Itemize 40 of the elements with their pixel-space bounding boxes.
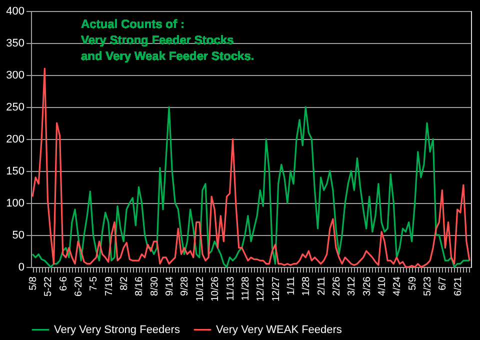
y-tick-label: 400 — [6, 6, 24, 18]
x-tick-label: 3/26 — [362, 276, 373, 296]
x-tick-label: 11/28 — [240, 276, 252, 301]
x-tick-label: 6/7 — [438, 276, 449, 290]
x-tick-label: 8/16 — [134, 276, 146, 296]
x-tick-label: 12/27 — [270, 276, 282, 302]
x-tick-label: 6-6 — [58, 276, 70, 291]
x-tick-label: 4/24 — [392, 276, 404, 296]
x-tick-label: 11/13 — [225, 276, 236, 301]
x-tick-label: 8/30 — [149, 276, 160, 296]
y-tick-label: 150 — [6, 166, 24, 178]
y-tick-label: 250 — [6, 102, 24, 114]
x-tick-label: 7/19 — [104, 276, 115, 296]
legend-label: Very Very WEAK Feeders — [216, 324, 342, 336]
x-tick-label: 8/2 — [119, 276, 130, 290]
y-tick-label: 200 — [6, 134, 24, 146]
y-tick-label: 300 — [6, 70, 24, 82]
x-tick-label: 5-22 — [43, 276, 54, 297]
x-tick-label: 5/9 — [407, 276, 418, 290]
x-tick-label: 4/10 — [376, 276, 388, 296]
x-tick-label: 3/12 — [346, 276, 358, 296]
x-tick-label: 12/12 — [256, 276, 267, 302]
x-tick-label: 9/14 — [164, 276, 176, 296]
x-tick-label: 2/11 — [316, 276, 328, 296]
x-tick-label: 1/11 — [286, 276, 297, 296]
y-tick-label: 100 — [6, 198, 24, 210]
x-tick-label: 5/23 — [422, 276, 434, 296]
x-tick-label: 5/8 — [28, 276, 40, 290]
y-tick-label: 0 — [18, 262, 24, 274]
x-tick-label: 6-20 — [74, 276, 85, 297]
x-tick-label: 10/26 — [210, 276, 222, 302]
x-tick-label: 7-5 — [88, 276, 100, 291]
x-tick-label: 10/12 — [194, 276, 206, 302]
x-tick-label: 1/28 — [301, 276, 312, 296]
x-tick-label: 6/21 — [452, 276, 464, 296]
legend-label: Very Very Strong Feeders — [54, 324, 180, 336]
x-tick-label: 2/26 — [331, 276, 342, 296]
y-tick-label: 350 — [6, 38, 24, 50]
y-tick-label: 50 — [12, 230, 24, 242]
x-tick-label: 9/28 — [180, 276, 191, 296]
